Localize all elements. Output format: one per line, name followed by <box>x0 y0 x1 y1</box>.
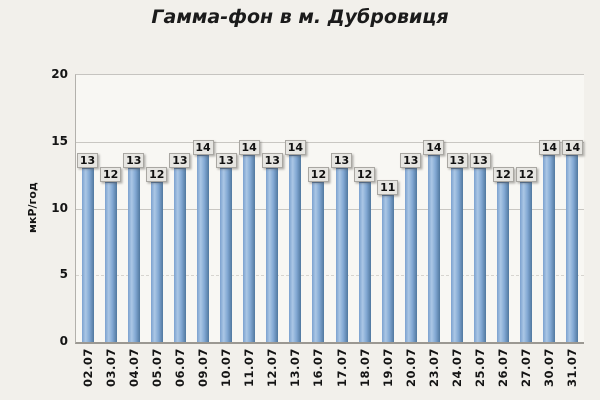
bar <box>335 168 348 342</box>
bar <box>127 168 140 342</box>
bar <box>197 155 209 342</box>
x-tick-label: 03.07 <box>103 348 118 387</box>
plot-area: 13 12 13 12 13 14 13 14 13 14 12 13 12 11 13 14 13 13 12 12… <box>75 74 584 344</box>
bar-value-label: 14 <box>538 140 560 156</box>
bar-value-label: 13 <box>169 153 191 169</box>
x-tick-label: 25.07 <box>473 348 488 387</box>
x-tick-label: 05.07 <box>149 348 164 387</box>
bar <box>543 155 556 342</box>
bar <box>220 168 233 342</box>
bar <box>566 155 579 342</box>
bar-value-label: 13 <box>331 153 353 169</box>
bar <box>104 181 117 342</box>
bar-value-label: 12 <box>307 166 329 182</box>
x-tick-label: 24.07 <box>450 348 464 387</box>
bar <box>312 181 325 342</box>
x-tick-label: 04.07 <box>126 348 141 387</box>
bar <box>81 168 94 342</box>
bar-value-label: 14 <box>561 140 583 156</box>
bar-value-label: 13 <box>261 153 283 169</box>
x-tick-label: 02.07 <box>80 348 95 387</box>
bar-value-label: 13 <box>446 153 468 169</box>
y-tick-label: 20 <box>51 67 68 81</box>
y-tick-label: 15 <box>51 133 68 148</box>
bar <box>520 181 533 342</box>
x-tick-label: 13.07 <box>288 348 303 387</box>
y-tick-label: 10 <box>51 200 68 215</box>
x-tick-label: 19.07 <box>380 348 395 387</box>
bar <box>358 181 371 342</box>
x-tick-label: 10.07 <box>219 348 234 387</box>
bar-value-label: 13 <box>215 153 237 169</box>
bar <box>474 168 487 342</box>
y-tick-label: 0 <box>59 334 68 348</box>
bar <box>451 168 463 342</box>
x-tick-label: 30.07 <box>542 348 557 387</box>
bar <box>289 155 302 342</box>
x-tick-label: 31.07 <box>565 348 580 387</box>
bar <box>497 181 510 342</box>
chart-title: Гамма-фон в м. Дубровиця <box>151 6 449 28</box>
gridline <box>76 275 584 277</box>
bar <box>150 181 163 342</box>
bar-value-label: 13 <box>123 153 145 169</box>
bar-value-label: 13 <box>400 153 422 169</box>
bar-value-label: 13 <box>469 153 491 169</box>
bar <box>427 155 440 342</box>
x-tick-label: 09.07 <box>196 348 210 387</box>
x-tick-label: 20.07 <box>403 348 418 387</box>
bar <box>404 168 417 342</box>
bar-value-label: 12 <box>100 166 122 182</box>
bar <box>173 168 186 342</box>
x-tick-label: 18.07 <box>357 348 372 387</box>
bar <box>381 195 394 342</box>
bar-value-label: 12 <box>492 166 514 182</box>
bar-value-label: 14 <box>284 140 306 156</box>
bar-value-label: 13 <box>77 153 99 169</box>
bar <box>266 168 279 342</box>
bar-value-label: 11 <box>377 180 399 196</box>
x-tick-label: 27.07 <box>519 348 534 387</box>
bar-value-label: 12 <box>515 166 537 182</box>
y-tick-label: 5 <box>59 267 68 282</box>
bar <box>243 155 256 342</box>
gridline <box>76 141 584 143</box>
gridline <box>76 208 584 210</box>
x-tick-label: 06.07 <box>172 348 187 387</box>
bar-value-label: 14 <box>192 140 214 156</box>
x-tick-label: 23.07 <box>426 348 441 387</box>
x-tick-label: 26.07 <box>496 348 511 387</box>
x-tick-label: 12.07 <box>265 348 280 387</box>
x-tick-label: 11.07 <box>242 348 257 387</box>
bar-value-label: 14 <box>238 140 260 156</box>
x-tick-label: 16.07 <box>311 348 326 387</box>
bar-value-label: 12 <box>146 166 168 182</box>
x-tick-label: 17.07 <box>334 348 349 387</box>
bar-value-label: 12 <box>354 166 376 182</box>
bar-value-label: 14 <box>423 140 445 156</box>
